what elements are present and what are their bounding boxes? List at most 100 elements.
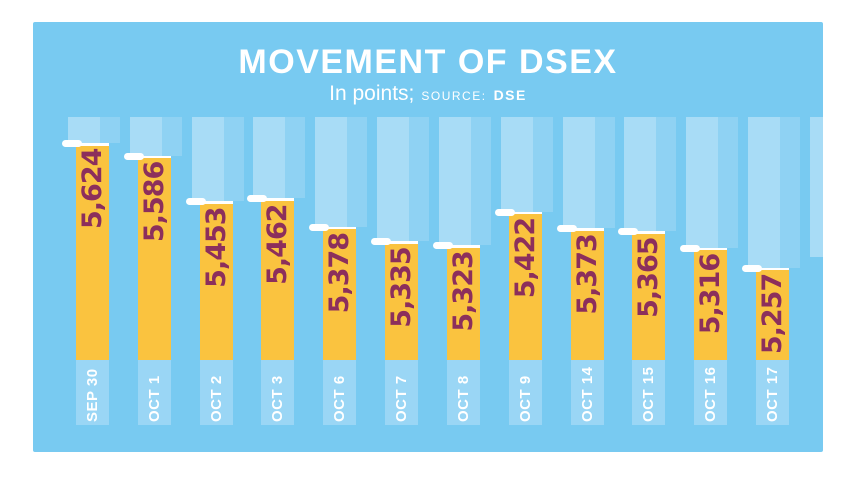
bar [323,226,357,360]
bar-cap-marker [680,244,701,252]
bar [694,247,728,360]
bar [76,143,109,360]
date-label-area [261,360,295,425]
bar-track [748,117,781,268]
bar-cap-line [76,143,109,146]
date-label: OCT 8 [454,375,472,422]
bar-cap-marker [494,208,515,216]
bar-value-label: 5,624 [77,149,108,230]
bar-cap-marker [618,228,639,236]
bar-value-label: 5,422 [509,217,541,299]
bar-track-shadow [656,117,677,232]
bar-track [191,117,224,202]
date-label-area [385,360,419,425]
date-label: OCT 15 [640,366,658,422]
bar-track [253,117,286,199]
bar [137,155,171,360]
bar-track [562,117,595,229]
bar [508,211,542,360]
bar-track-shadow [532,117,553,212]
date-label: OCT 17 [764,366,782,422]
bar-value-label: 5,316 [695,253,727,335]
date-label: OCT 9 [516,375,534,422]
bar-track [624,117,657,232]
bar-cap-line [632,231,666,234]
date-label-area [756,360,790,425]
bar-track-shadow [161,117,182,156]
bar [570,228,604,360]
bar-track-shadow [780,117,801,268]
date-label: OCT 6 [331,375,349,422]
bar-cap-marker [556,225,577,233]
plot-area: 5,624 SEP 30 5,586 OCT 1 5,453 OCT 2 5,462 OCT … [33,22,823,452]
bar-track [377,117,410,242]
bar-cap-marker [185,198,206,206]
source-value: DSE [493,87,527,103]
bar-cap-line [446,245,480,248]
bar-cap-marker [309,223,330,231]
date-label-area [76,360,109,425]
bar-cap-line [261,198,295,201]
bar [756,267,790,360]
bar-cap-marker [742,264,763,272]
date-label: OCT 7 [393,375,411,422]
date-label: SEP 30 [84,368,101,422]
date-label-area [694,360,728,425]
bar-track-shadow [347,117,368,227]
bar-cap-line [508,211,542,215]
bar-value-label: 5,365 [633,237,665,318]
bar-cap-line [385,241,419,244]
bar-cap-line [323,226,357,230]
bar-value-label: 5,453 [200,207,232,288]
bar-cap-line [756,267,790,271]
bar-track [686,117,719,248]
date-label-area [446,360,480,425]
bar-track [315,117,348,227]
bar-track [68,117,100,143]
date-label-area [199,360,233,425]
date-label: OCT 16 [702,366,720,422]
bar-value-label: 5,462 [262,204,294,285]
bar-value-label: 5,586 [138,161,170,243]
bar [632,231,666,360]
bar-value-label: 5,257 [757,273,789,354]
bar-cap-line [694,247,728,251]
bar [199,201,233,360]
bar-track-shadow [409,117,430,242]
bar-track [500,117,533,212]
bar-track [129,117,162,156]
date-label: OCT 3 [269,375,287,422]
bar-cap-marker [247,195,268,203]
bar-cap-line [570,228,604,231]
bar-cap-marker [371,238,392,246]
date-label-area [137,360,171,425]
source-label: SOURCE: [421,89,487,103]
chart-subtitle: In points; [329,82,415,105]
bar-value-label: 5,335 [386,247,418,328]
bar [261,198,295,360]
bar-track-shadow [100,117,120,143]
bar-cap-line [137,155,171,159]
bar-cap-marker [62,140,82,147]
date-label: OCT 1 [145,375,163,422]
bar-track-shadow [285,117,306,199]
date-label-area [323,360,357,425]
date-label-area [508,360,542,425]
bar-track-shadow [594,117,615,229]
bar-cap-marker [432,242,453,250]
bar-value-label: 5,378 [324,232,356,314]
date-label: OCT 2 [207,375,225,422]
chart-canvas: MOVEMENT OF DSEX In points; SOURCE: DSE … [33,22,823,452]
bar-cap-line [199,201,233,204]
partial-track [809,117,823,257]
chart-subtitle-row: In points; SOURCE: DSE [33,82,823,106]
bar-value-label: 5,373 [571,234,603,315]
bar-track-shadow [470,117,491,246]
bar-track [438,117,471,246]
bar [446,245,480,360]
date-label-area [570,360,604,425]
bar [385,241,419,360]
bar-value-label: 5,323 [447,251,479,332]
bar-track-shadow [223,117,244,202]
